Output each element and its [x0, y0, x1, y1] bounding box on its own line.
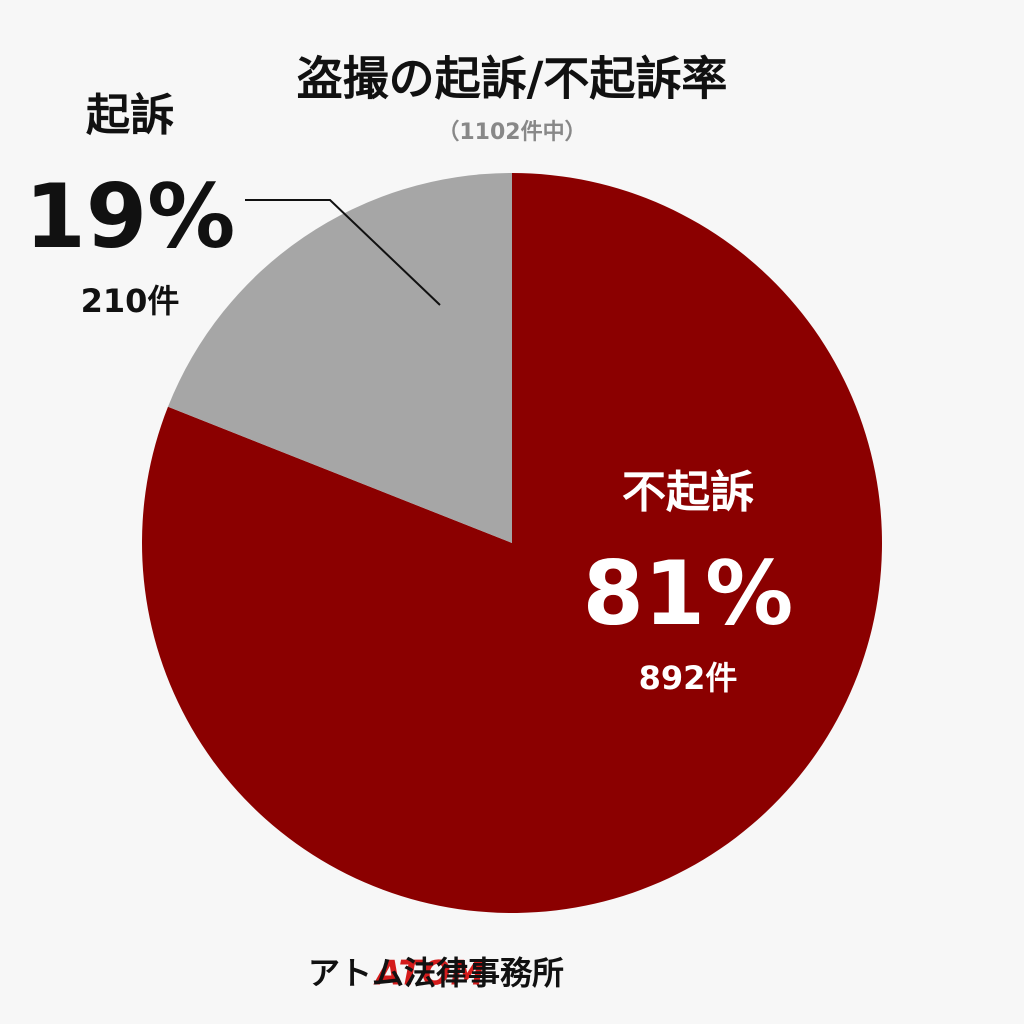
footer-brand: ATOM: [373, 954, 485, 994]
chart-subtitle: （1102件中）: [437, 120, 586, 145]
pie-slice: [141, 173, 883, 914]
footer-name: アトム法律事務所: [308, 954, 564, 992]
value-label: 81%: [583, 542, 794, 645]
labels: 不起訴 81% 892件 起訴 19% 210件: [25, 90, 794, 697]
count-label: 892件: [639, 659, 738, 697]
chart-title: 盗撮の起訴/不起訴率: [297, 52, 728, 106]
leader-line: [245, 199, 441, 306]
slice-label: 起訴: [86, 90, 174, 141]
pie-slice: [167, 173, 512, 543]
count-label: 210件: [81, 282, 180, 320]
value-label: 19%: [25, 165, 236, 268]
pie: [141, 173, 883, 914]
slice-label: 不起訴: [622, 467, 754, 518]
